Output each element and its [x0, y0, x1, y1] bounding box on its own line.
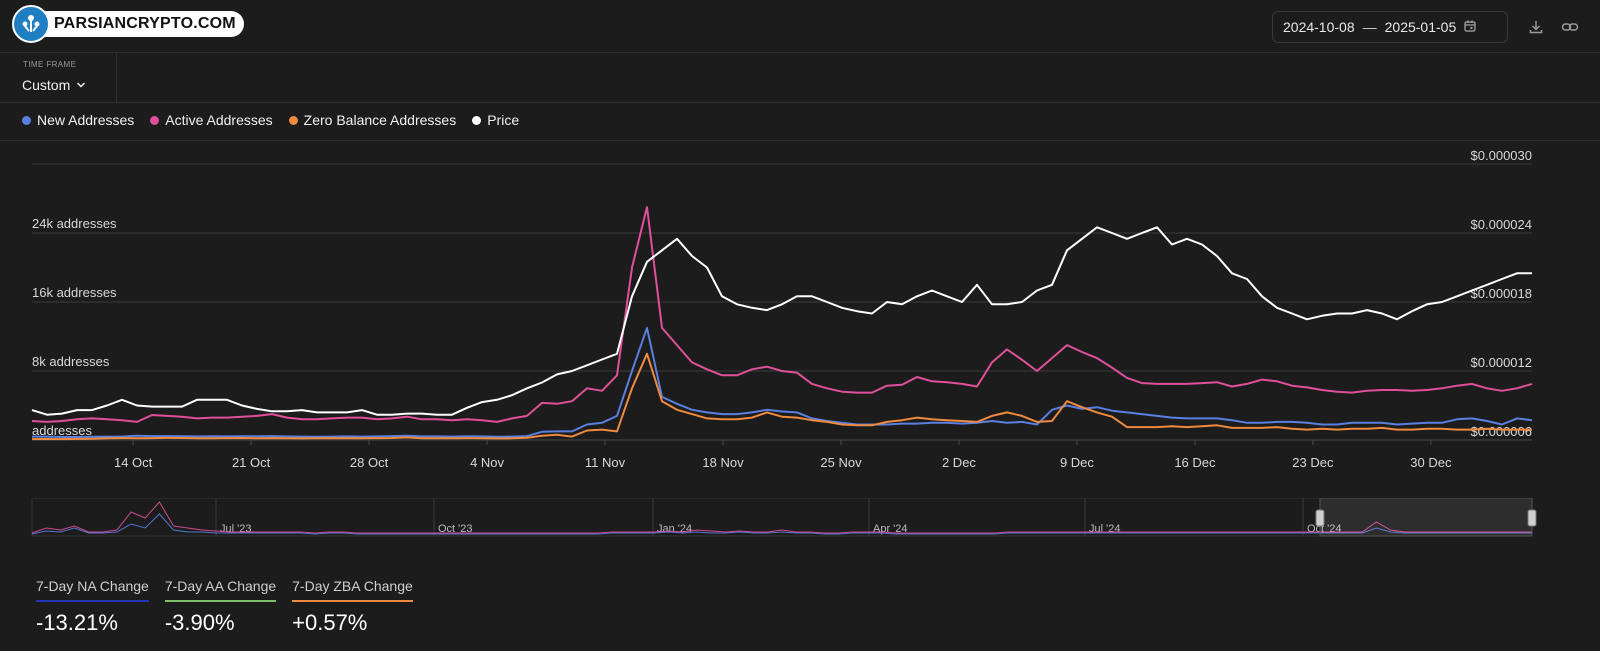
x-tick-label: 9 Dec	[1060, 455, 1094, 470]
date-start: 2024-10-08	[1283, 19, 1355, 35]
stat-value: -13.21%	[36, 610, 118, 635]
x-tick-label: 4 Nov	[470, 455, 504, 470]
time-frame-divider	[116, 52, 117, 102]
legend-label: Price	[487, 112, 520, 128]
date-end: 2025-01-05	[1384, 19, 1457, 35]
series-line-active-addresses	[31, 206, 1533, 423]
logo-text: PARSIANCRYPTO.COM	[38, 11, 244, 37]
logo-emblem-icon	[12, 5, 50, 43]
navigator-handle[interactable]	[1527, 509, 1537, 527]
series-line-zero-balance-addresses	[31, 352, 1532, 441]
header-divider	[0, 52, 1600, 53]
legend-dot	[150, 115, 160, 125]
x-tick-label: 28 Oct	[350, 455, 389, 470]
time-frame-value: Custom	[22, 77, 71, 93]
stat-value: -3.90%	[164, 610, 235, 635]
y-right-tick-label: $0.000006	[1471, 424, 1532, 439]
stat-zba-change: 7-Day ZBA Change +0.57%	[292, 578, 413, 636]
legend-item-price[interactable]: Price	[472, 112, 519, 128]
y-left-tick-label: 16k addresses	[32, 285, 117, 300]
link-icon[interactable]	[1560, 17, 1580, 37]
stat-label: 7-Day NA Change	[36, 578, 149, 602]
chevron-down-icon	[76, 77, 86, 93]
x-tick-label: 30 Dec	[1410, 455, 1452, 470]
legend-item-active-addresses[interactable]: Active Addresses	[150, 112, 273, 128]
series-line-new-addresses	[32, 326, 1533, 438]
time-frame-select[interactable]: Custom	[22, 77, 86, 93]
navigator-selection	[1319, 498, 1533, 537]
legend-label: Active Addresses	[165, 112, 273, 128]
calendar-icon[interactable]	[1464, 19, 1476, 35]
change-stats: 7-Day NA Change -13.21% 7-Day AA Change …	[36, 578, 413, 636]
legend-divider	[0, 140, 1600, 141]
y-left-tick-label: 8k addresses	[32, 354, 110, 369]
y-right-tick-label: $0.000018	[1471, 286, 1532, 301]
x-tick-label: 25 Nov	[820, 455, 862, 470]
download-icon[interactable]	[1526, 17, 1546, 37]
x-tick-label: 21 Oct	[232, 455, 271, 470]
x-tick-label: 2 Dec	[942, 455, 976, 470]
navigator-tick-label: Oct '23	[438, 523, 473, 535]
legend-dot	[22, 115, 31, 125]
legend-dot	[472, 115, 482, 125]
stat-label: 7-Day AA Change	[164, 578, 277, 602]
navigator-line-new-addresses	[31, 513, 1532, 535]
x-tick-label: 23 Dec	[1292, 455, 1334, 470]
y-right-tick-label: $0.000024	[1471, 217, 1532, 232]
toolbar-divider	[0, 102, 1600, 103]
navigator-line-active-addresses	[31, 501, 1532, 534]
main-line-chart[interactable]: addresses 8k addresses 16k addresses 24k ad…	[0, 140, 1600, 490]
x-tick-label: 18 Nov	[702, 455, 744, 470]
legend-item-new-addresses[interactable]: New Addresses	[22, 112, 134, 128]
chart-legend: New Addresses Active Addresses Zero Bala…	[22, 112, 519, 128]
legend-dot	[288, 115, 298, 125]
date-separator: —	[1362, 19, 1377, 35]
series-line-price	[31, 226, 1532, 416]
y-left-tick-label: 24k addresses	[32, 216, 117, 231]
stat-label: 7-Day ZBA Change	[292, 578, 413, 602]
stat-na-change: 7-Day NA Change -13.21%	[36, 578, 149, 636]
legend-item-zero-balance-addresses[interactable]: Zero Balance Addresses	[288, 112, 457, 128]
y-right-tick-label: $0.000030	[1471, 148, 1532, 163]
date-range-picker[interactable]: 2024-10-08 — 2025-01-05	[1272, 11, 1508, 43]
navigator-handle[interactable]	[1315, 509, 1325, 527]
x-tick-label: 14 Oct	[114, 455, 153, 470]
stat-value: +0.57%	[292, 610, 368, 635]
legend-label: Zero Balance Addresses	[303, 112, 457, 128]
y-right-tick-label: $0.000012	[1471, 355, 1532, 370]
time-frame-label: TIME FRAME	[23, 60, 77, 69]
legend-label: New Addresses	[37, 112, 135, 128]
stat-aa-change: 7-Day AA Change -3.90%	[164, 578, 277, 636]
x-tick-label: 11 Nov	[585, 455, 626, 470]
brand-logo[interactable]: PARSIANCRYPTO.COM	[12, 5, 244, 43]
x-tick-label: 16 Dec	[1174, 455, 1216, 470]
y-left-tick-label: addresses	[32, 423, 92, 438]
